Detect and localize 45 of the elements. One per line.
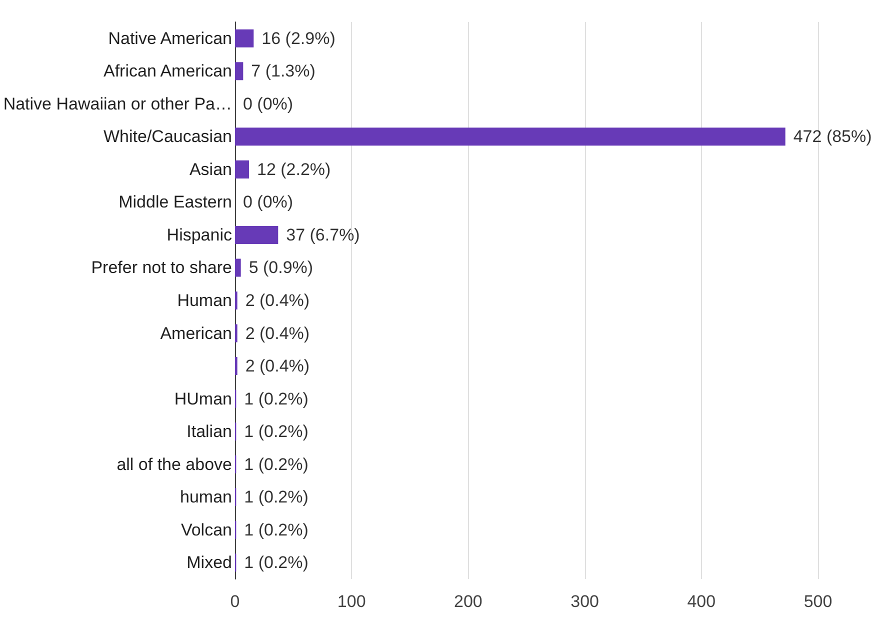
data-label: 0 (0%) bbox=[243, 192, 294, 212]
bar bbox=[235, 128, 786, 146]
x-tick-label: 500 bbox=[804, 592, 832, 611]
y-tick-label: White/Caucasian bbox=[103, 127, 232, 146]
x-tick-label: 0 bbox=[230, 592, 240, 611]
y-tick-label: human bbox=[180, 488, 232, 507]
data-label: 2 (0.4%) bbox=[245, 356, 310, 376]
data-label: 0 (0%) bbox=[243, 94, 294, 114]
bar bbox=[235, 258, 241, 277]
x-tick-label: 200 bbox=[454, 592, 482, 611]
data-label: 16 (2.9%) bbox=[262, 28, 336, 48]
x-tick-label: 100 bbox=[337, 592, 366, 611]
y-tick-label: Native Hawaiian or other Pa… bbox=[3, 94, 232, 114]
y-tick-label: all of the above bbox=[116, 454, 232, 474]
data-label: 2 (0.4%) bbox=[245, 324, 310, 343]
y-tick-label: Human bbox=[177, 291, 232, 310]
data-label: 7 (1.3%) bbox=[251, 62, 316, 81]
y-tick-label: Prefer not to share bbox=[91, 258, 232, 278]
y-tick-label: Mixed bbox=[186, 553, 232, 572]
y-tick-label: Middle Eastern bbox=[118, 192, 232, 212]
data-label: 37 (6.7%) bbox=[286, 225, 360, 244]
bar bbox=[235, 62, 244, 80]
y-tick-label: American bbox=[160, 324, 232, 343]
data-label: 1 (0.2%) bbox=[244, 454, 308, 474]
data-label: 1 (0.2%) bbox=[244, 553, 308, 572]
data-label: 12 (2.2%) bbox=[256, 160, 331, 179]
x-tick-label: 300 bbox=[570, 592, 599, 611]
data-label: 5 (0.9%) bbox=[248, 258, 314, 278]
bar bbox=[235, 160, 249, 178]
bar bbox=[235, 29, 254, 48]
data-label: 1 (0.2%) bbox=[244, 389, 308, 408]
data-label: 1 (0.2%) bbox=[244, 422, 308, 442]
y-tick-label: Volcan bbox=[180, 520, 232, 540]
y-tick-label: Native American bbox=[108, 28, 232, 48]
y-tick-label: HUman bbox=[174, 389, 232, 408]
data-label: 472 (85%) bbox=[793, 127, 872, 146]
data-label: 2 (0.4%) bbox=[245, 291, 310, 310]
data-label: 1 (0.2%) bbox=[244, 520, 308, 540]
y-tick-label: Asian bbox=[189, 160, 232, 179]
bar bbox=[235, 226, 278, 244]
y-tick-label: Hispanic bbox=[166, 225, 232, 244]
data-label: 1 (0.2%) bbox=[244, 488, 308, 507]
y-tick-label: Italian bbox=[186, 422, 232, 442]
y-tick-label: African American bbox=[104, 62, 232, 81]
x-tick-label: 400 bbox=[687, 592, 716, 611]
